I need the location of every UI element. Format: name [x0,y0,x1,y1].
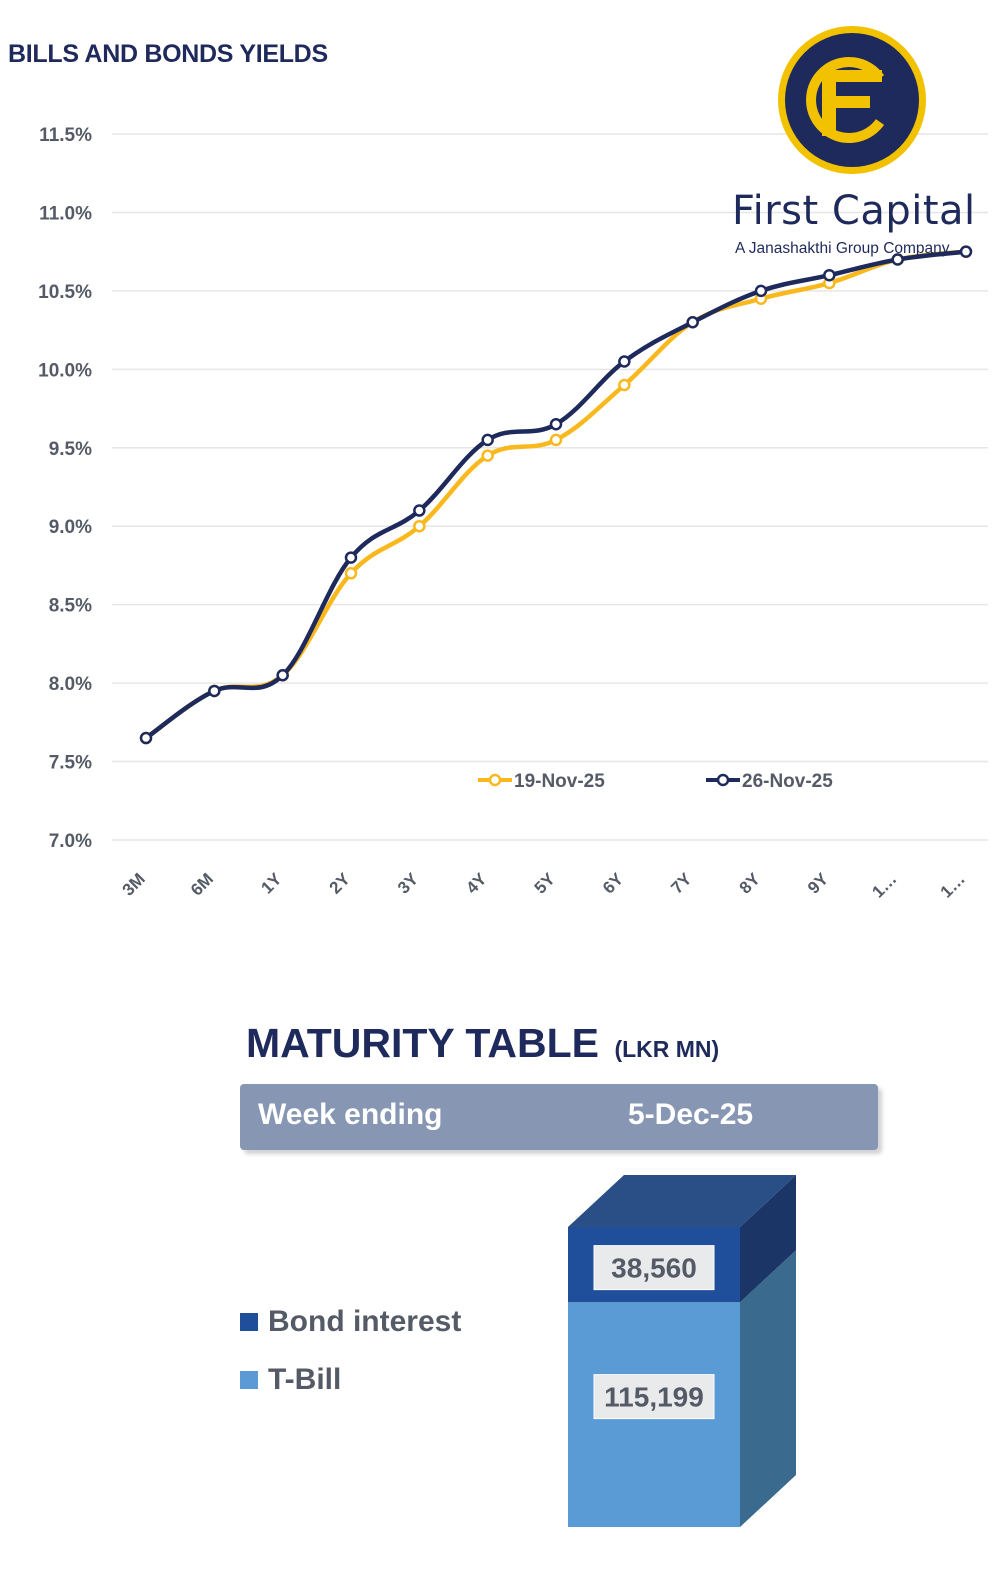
series-2-point [959,245,973,258]
maturity-title-text: MATURITY TABLE [246,1020,600,1066]
series-2-point [823,268,836,282]
y-tick-label: 11.0% [39,203,92,224]
week-value: 5-Dec-25 [628,1098,754,1131]
y-tick-label: 9.0% [49,517,92,538]
bond-interest-top-face [568,1175,796,1227]
x-tick-label: 1… [937,869,969,901]
bond-interest-side-face [740,1175,796,1303]
x-tick-label: 7Y [667,869,696,898]
t-bill-side-face [740,1250,796,1527]
yield-chart: 7.0% 7.5% 8.0% 8.5% 9.0% 9.5% 10.0% 10.5% 11.0% 1… [38,125,988,902]
legend-item-bond-interest: Bond interest [240,1302,461,1342]
x-tick-label: 4Y [462,869,491,898]
series-1-point [481,449,494,462]
series-2-point [481,433,494,447]
first-capital-logo [778,26,926,174]
t-bill-value-box [593,1374,715,1420]
y-tick-label: 7.0% [49,831,92,852]
logo-subtitle: A Janashakthi Group Company [735,240,950,257]
legend-swatch-t-bill [240,1371,258,1389]
series-2-point [276,669,289,682]
y-tick-label: 10.5% [38,282,92,303]
series-1-point [413,519,426,533]
legend-swatch-bond-interest [240,1313,258,1331]
bond-interest-value-box [593,1245,715,1291]
series-2-point [344,551,358,564]
series-2-point [549,417,563,431]
maturity-title: MATURITY TABLE (LKR MN) [246,1020,719,1067]
series-2-point [139,731,153,745]
logo-c-shape [806,57,885,143]
x-tick-label: 1Y [257,869,286,898]
x-tick-label: 3Y [394,869,423,898]
y-tick-label: 8.5% [49,596,92,617]
series-2-point [413,504,426,517]
series-1-point [549,433,563,447]
series-2-point [208,684,221,698]
legend-label-2: 26-Nov-25 [742,771,833,792]
x-tick-label: 9Y [804,869,833,898]
logo-f-shape [822,70,882,136]
x-tick-label: 3M [119,869,149,899]
y-tick-label: 11.5% [39,125,92,146]
series-2-point [618,355,631,368]
series-line-1 [144,249,967,740]
legend-item-t-bill: T-Bill [240,1360,461,1400]
t-bill-bar [568,1302,740,1527]
week-ending-bar: Week ending 5-Dec-25 [240,1084,878,1150]
t-bill-value: 115,199 [604,1382,704,1413]
series-2-point [891,253,904,266]
y-tick-label: 9.5% [49,439,92,460]
legend-label-1: 19-Nov-25 [514,771,605,792]
series-2-point [754,284,768,298]
x-tick-label: 6M [187,869,217,899]
x-tick-label: 5Y [531,869,560,898]
legend-marker-2 [716,773,730,787]
y-tick-label: 10.0% [38,360,92,381]
bond-interest-value: 38,560 [611,1253,697,1284]
logo-name: First Capital [732,188,976,234]
bond-interest-bar [568,1227,740,1303]
x-tick-label: 2Y [326,869,355,898]
x-tick-label: 1… [868,869,900,901]
series-1-point [344,567,358,580]
y-tick-label: 7.5% [49,753,92,774]
series-1-point [618,378,631,392]
week-label: Week ending [258,1098,443,1131]
chart-title: BILLS AND BONDS YIELDS [8,40,328,68]
x-tick-label: 8Y [736,869,765,898]
x-tick-label: 6Y [599,869,628,898]
legend-marker-1 [488,773,502,787]
maturity-legend: Bond interest T-Bill [240,1302,461,1418]
legend-label-bond-interest: Bond interest [268,1305,462,1338]
maturity-unit: (LKR MN) [614,1036,720,1062]
series-line-2 [144,249,967,740]
series-2-point [686,316,699,329]
y-tick-label: 8.0% [49,674,92,695]
legend-label-t-bill: T-Bill [268,1363,342,1396]
